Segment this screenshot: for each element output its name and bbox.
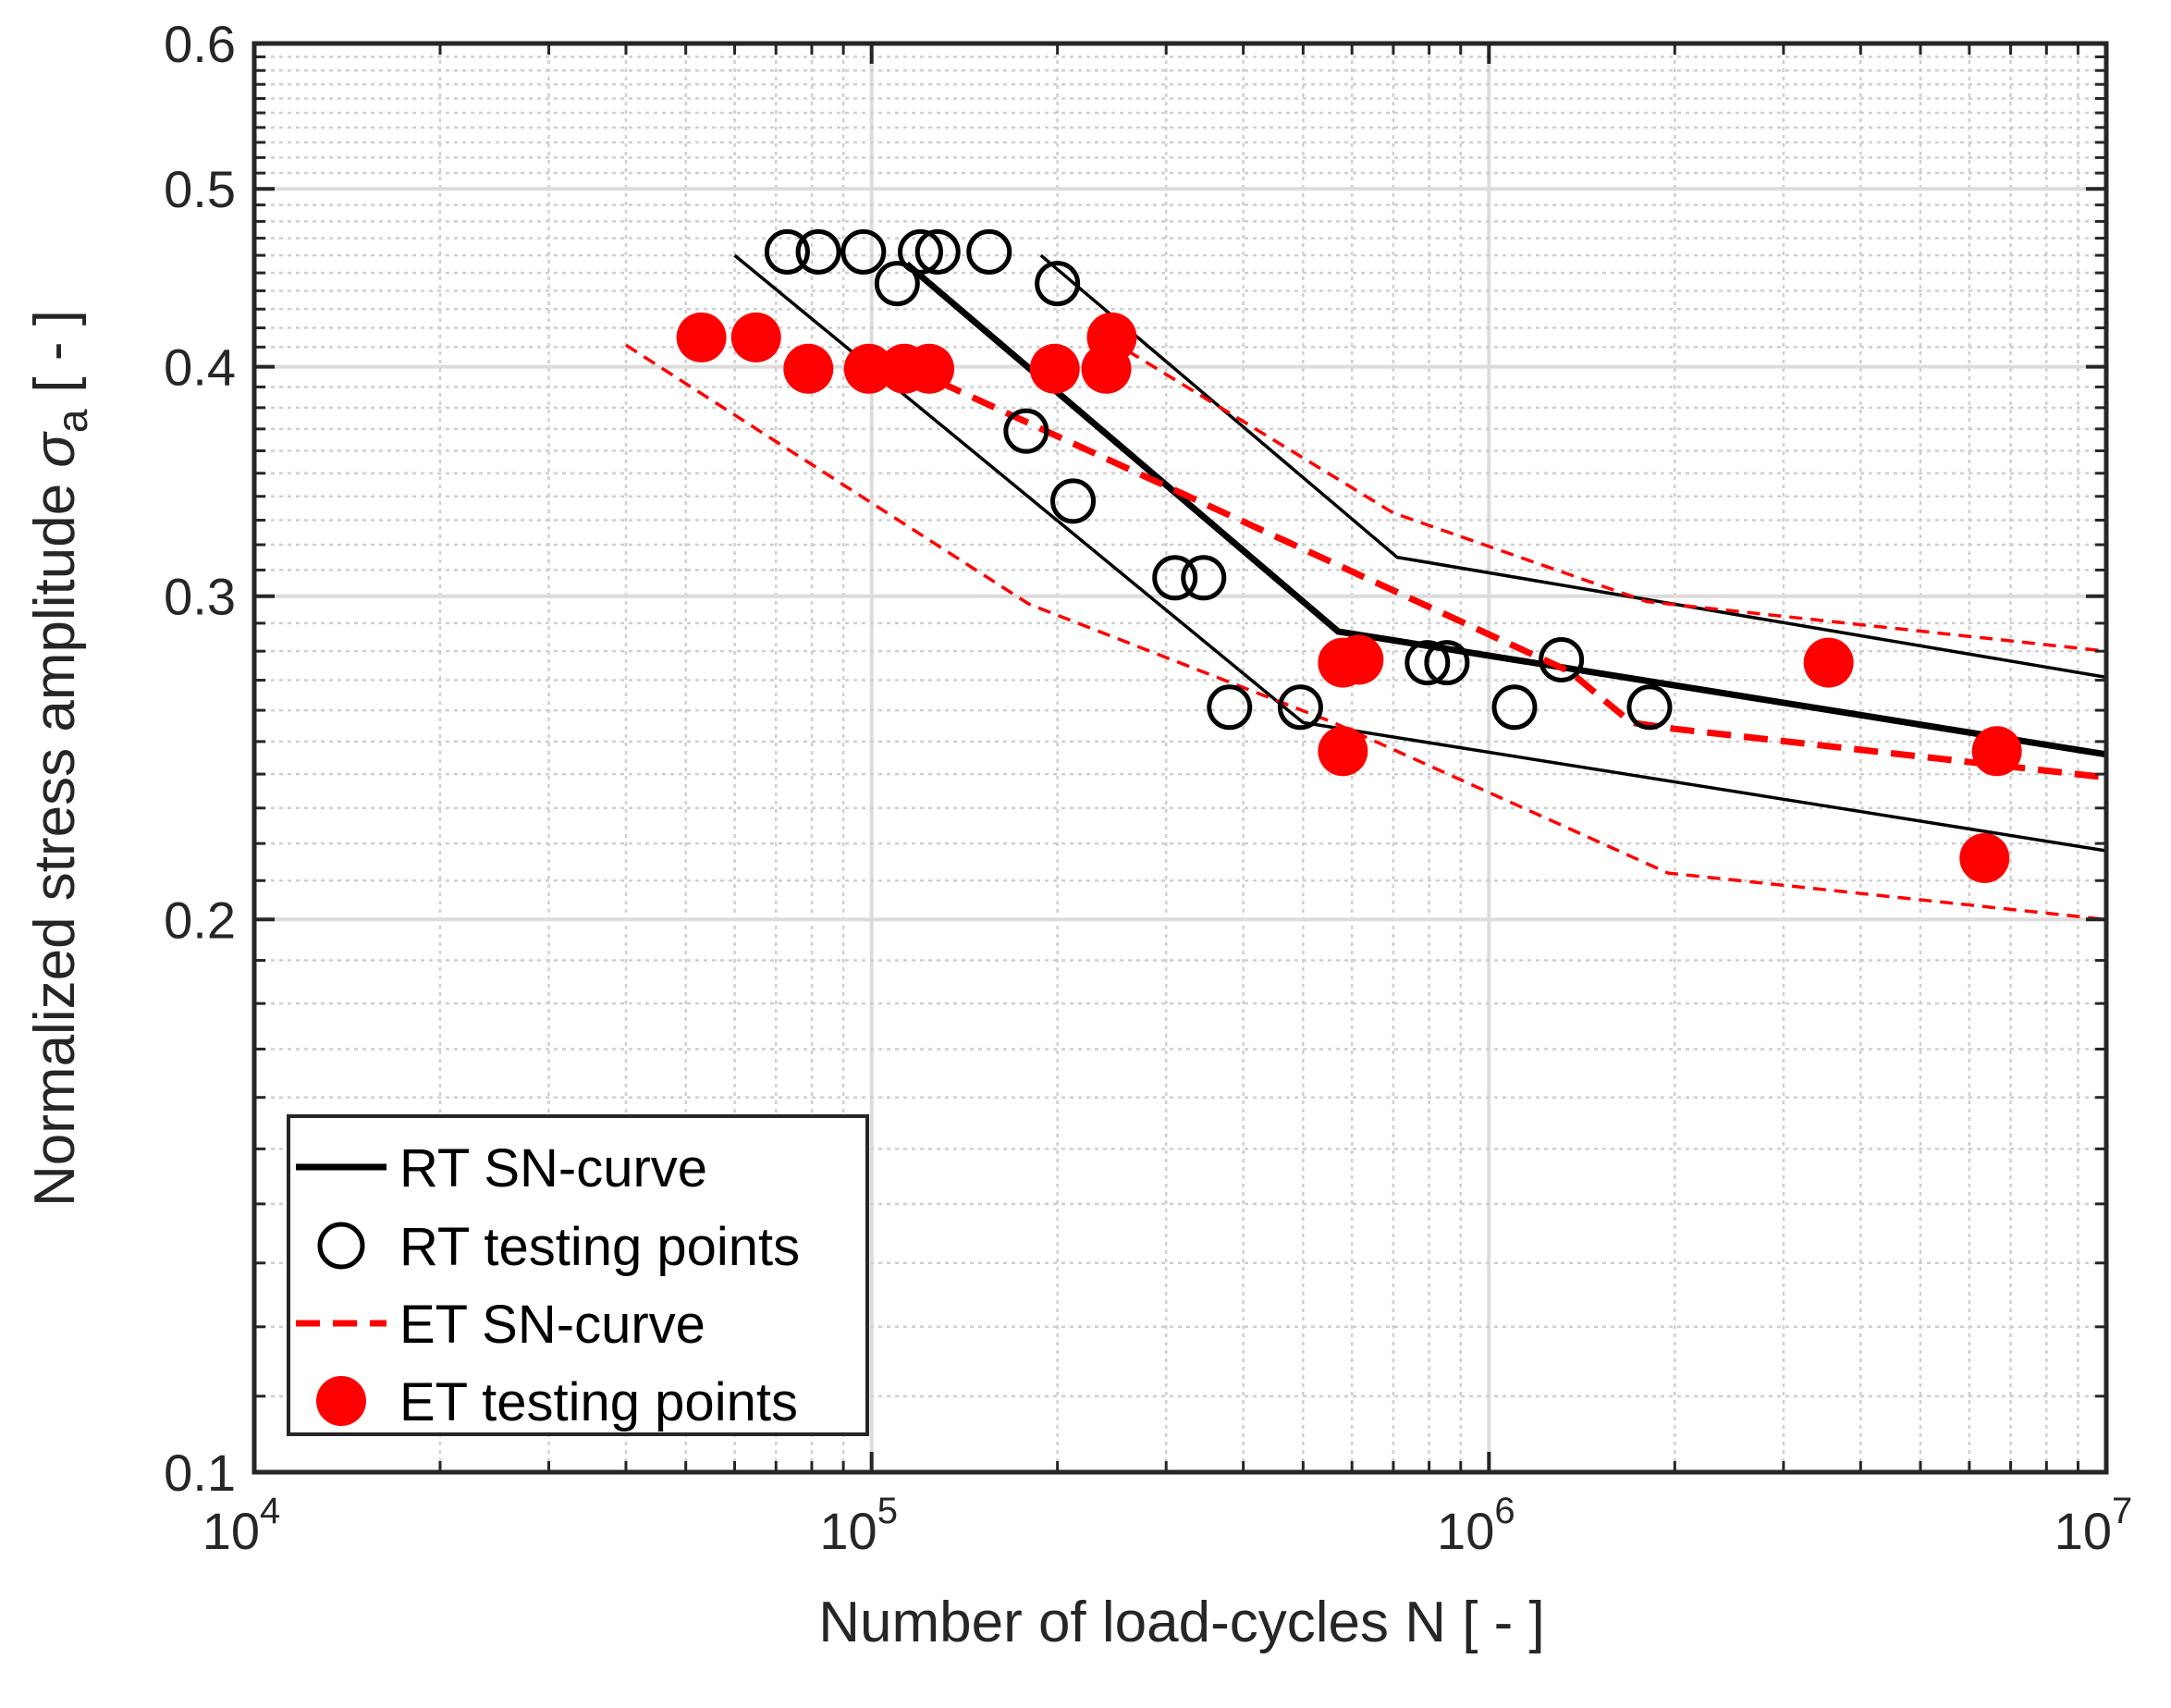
rt-testing-point <box>795 228 841 275</box>
x-tick-exponent: 7 <box>2112 1491 2132 1531</box>
legend-rt-points-swatch <box>317 1222 365 1270</box>
et-testing-point <box>1029 343 1080 394</box>
rt-testing-point <box>1491 684 1538 731</box>
legend-rt-curve-label: RT SN-curve <box>399 1138 707 1198</box>
et-testing-point <box>1959 832 2010 883</box>
legend-et-points-label: ET testing points <box>399 1372 798 1432</box>
x-tick-label: 104 <box>202 1491 281 1560</box>
rt-testing-point <box>1181 555 1227 601</box>
scatter-band-line <box>733 253 2106 853</box>
et-testing-point <box>1971 726 2022 777</box>
rt-testing-point <box>1035 261 1081 307</box>
x-tick-label: 106 <box>1437 1491 1515 1560</box>
series-markers <box>676 228 2022 883</box>
x-tick-base: 10 <box>819 1502 877 1560</box>
y-axis-title-symbol: σ <box>23 431 87 468</box>
rt-testing-point <box>966 228 1012 275</box>
y-axis-title: Normalized stress amplitude σa [ - ] <box>23 310 96 1207</box>
legend: RT SN-curve RT testing points ET SN-curv… <box>287 1114 869 1436</box>
y-tick-label: 0.3 <box>164 568 236 626</box>
y-axis-title-subscript: a <box>48 409 96 433</box>
et-testing-point <box>730 312 781 362</box>
x-tick-base: 10 <box>2054 1502 2112 1560</box>
et-testing-point <box>904 343 955 394</box>
et-testing-point <box>1086 312 1137 362</box>
x-tick-exponent: 6 <box>1494 1491 1515 1531</box>
x-tick-base: 10 <box>1437 1502 1494 1560</box>
legend-et-curve-label: ET SN-curve <box>399 1295 705 1355</box>
y-tick-label: 0.6 <box>164 15 236 73</box>
rt-testing-point <box>840 228 887 275</box>
legend-rt-points-label: RT testing points <box>399 1217 800 1277</box>
rt-testing-point <box>1404 640 1451 686</box>
et-testing-point <box>783 343 834 394</box>
rt-testing-point <box>1277 684 1323 731</box>
y-axis-title-main: Normalized stress amplitude <box>23 484 87 1207</box>
x-axis-title: Number of load-cycles N [ - ] <box>818 1591 1545 1654</box>
x-tick-label: 105 <box>819 1491 898 1560</box>
y-axis-title-unit: [ - ] <box>23 310 87 393</box>
scatter-band-line <box>1039 253 2106 680</box>
rt-testing-point <box>764 228 810 275</box>
legend-et-points-swatch <box>316 1376 366 1426</box>
scatter-band-line <box>1126 350 2106 653</box>
et-testing-point <box>676 312 727 362</box>
x-tick-base: 10 <box>202 1502 260 1560</box>
plot-frame <box>251 41 2109 1475</box>
series-line-et-sn-curve <box>870 348 2106 781</box>
y-tick-label: 0.2 <box>164 891 236 949</box>
scatter-band-line <box>625 343 2106 922</box>
rt-testing-point <box>874 261 920 307</box>
et-testing-point <box>1333 634 1384 685</box>
y-tick-label: 0.4 <box>164 338 236 397</box>
y-tick-label: 0.1 <box>164 1444 236 1502</box>
rt-testing-point <box>1207 684 1253 731</box>
rt-testing-point <box>1539 636 1585 682</box>
rt-testing-point <box>1424 640 1470 686</box>
x-tick-label: 107 <box>2054 1491 2133 1560</box>
et-testing-point <box>1318 726 1368 777</box>
rt-testing-point <box>1626 684 1673 731</box>
x-tick-exponent: 4 <box>260 1491 280 1531</box>
y-tick-label: 0.5 <box>164 160 236 218</box>
rt-testing-point <box>1050 478 1097 524</box>
rt-testing-point <box>1152 555 1198 601</box>
rt-testing-point <box>914 228 961 275</box>
rt-testing-point <box>1003 408 1049 454</box>
et-testing-point <box>1803 637 1854 688</box>
x-tick-exponent: 5 <box>877 1491 898 1531</box>
et-testing-point <box>843 343 894 394</box>
rt-testing-point <box>898 228 944 275</box>
